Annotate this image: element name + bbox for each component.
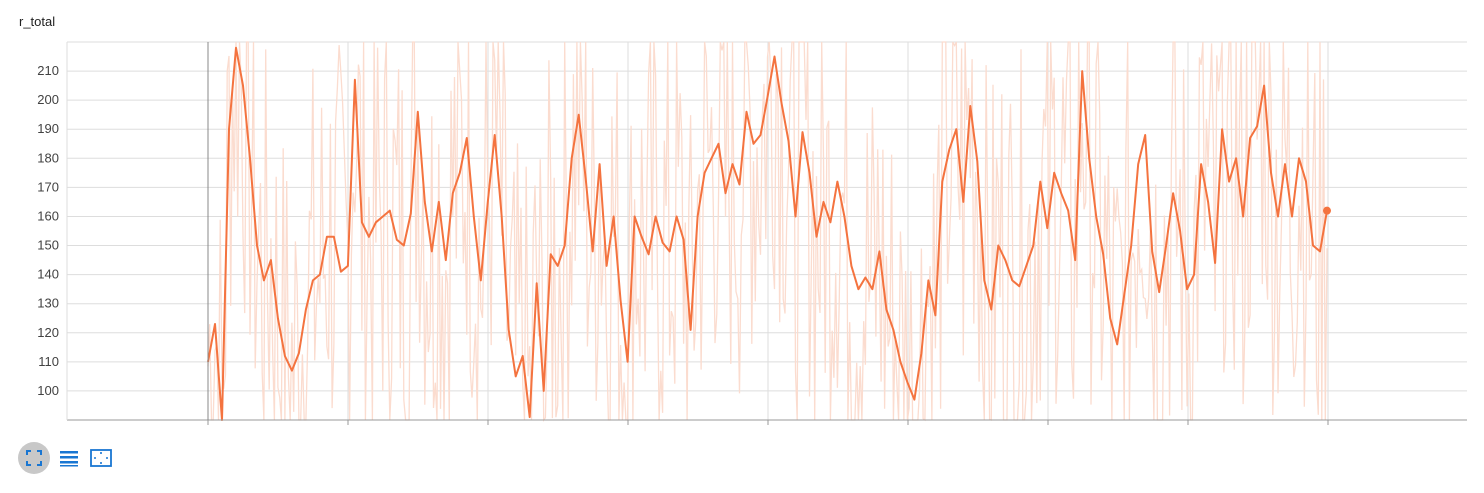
toggle-list-button[interactable]	[56, 442, 82, 474]
chart-toolbar	[18, 442, 114, 474]
fit-domain-button[interactable]	[18, 442, 50, 474]
y-tick-label: 150	[37, 238, 59, 253]
y-tick-label: 100	[37, 383, 59, 398]
y-tick-label: 170	[37, 179, 59, 194]
list-icon	[60, 451, 78, 467]
line-chart[interactable]: 100 110 120 130 140 150 160 170 180 190 200 210	[0, 0, 1484, 440]
raw-series	[207, 41, 1328, 422]
fit-domain-icon	[26, 450, 42, 466]
smoothed-series-line[interactable]	[207, 46, 1328, 421]
y-axis-ticks: 100 110 120 130 140 150 160 170 180 190 200 210	[37, 63, 59, 398]
chart-title: r_total	[19, 14, 56, 29]
log-scale-icon	[90, 449, 112, 467]
y-tick-label: 140	[37, 267, 59, 282]
y-tick-label: 190	[37, 121, 59, 136]
y-tick-label: 210	[37, 63, 59, 78]
log-scale-button[interactable]	[88, 442, 114, 474]
last-point-marker[interactable]	[1323, 206, 1331, 215]
y-tick-label: 110	[38, 354, 59, 369]
y-tick-label: 130	[37, 296, 59, 311]
smoothed-series[interactable]	[207, 46, 1331, 421]
axes	[66, 42, 1467, 425]
y-tick-label: 160	[37, 208, 59, 223]
y-tick-label: 180	[37, 150, 59, 165]
raw-series-line	[207, 41, 1328, 422]
y-tick-label: 120	[37, 325, 59, 340]
y-tick-label: 200	[37, 92, 59, 107]
